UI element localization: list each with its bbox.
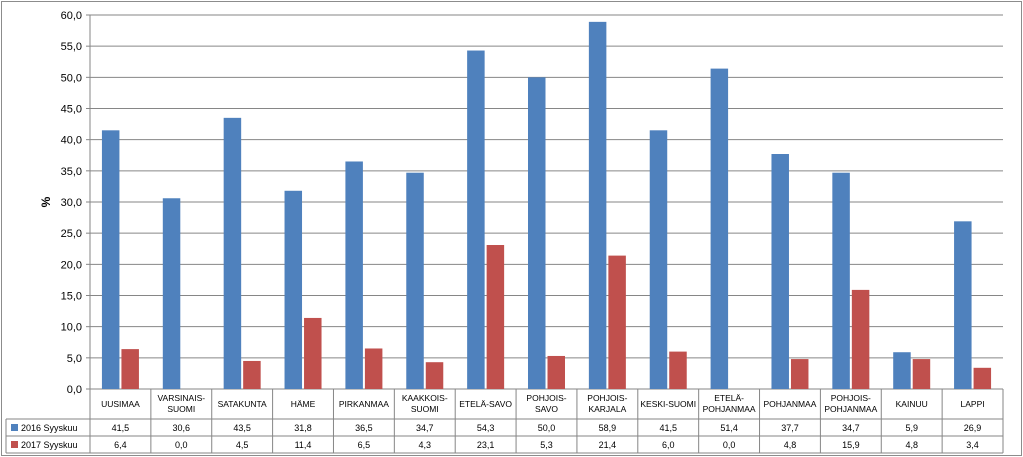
y-axis-label: %: [39, 196, 53, 207]
x-category-label: KARJALA: [588, 404, 626, 414]
x-category-label: VARSINAIS-: [158, 393, 206, 403]
x-category-label: KESKI-SUOMI: [640, 399, 696, 409]
bar-series2: [669, 351, 687, 389]
table-value-cell: 58,9: [599, 423, 617, 433]
y-tick-label: 45,0: [61, 104, 82, 116]
table-value-cell: 3,4: [966, 440, 979, 450]
x-category-label: POHJOIS-: [831, 393, 871, 403]
y-tick-label: 60,0: [61, 10, 82, 22]
bar-series1: [162, 198, 181, 389]
y-tick-label: 20,0: [61, 259, 82, 271]
x-category-label: SAVO: [535, 404, 558, 414]
x-category-label: SUOMI: [411, 404, 439, 414]
bar-series1: [345, 161, 363, 389]
bar-series2: [973, 367, 992, 389]
legend-label: 2017 Syyskuu: [21, 440, 78, 450]
bar-series1: [406, 172, 424, 389]
bar-series2: [547, 355, 565, 389]
table-value-cell: 43,5: [233, 423, 251, 433]
table-value-cell: 21,4: [599, 440, 617, 450]
bar-series2: [121, 349, 139, 389]
legend-label: 2016 Syyskuu: [21, 423, 78, 433]
bar-series1: [101, 130, 120, 390]
table-value-cell: 4,8: [905, 440, 918, 450]
table-value-cell: 6,5: [358, 440, 371, 450]
bar-series2: [364, 348, 383, 389]
x-category-label: ETELÄ-SAVO: [459, 399, 512, 409]
table-value-cell: 30,6: [173, 423, 191, 433]
table-value-cell: 0,0: [723, 440, 736, 450]
bar-series2: [243, 360, 261, 389]
table-value-cell: 6,0: [662, 440, 675, 450]
table-value-cell: 31,8: [294, 423, 312, 433]
x-category-label: POHJOIS-: [526, 393, 566, 403]
bar-series1: [467, 50, 485, 389]
bar-series1: [649, 130, 668, 390]
table-value-cell: 5,9: [905, 423, 918, 433]
y-tick-label: 0,0: [67, 384, 82, 396]
legend-key-series1: [11, 424, 18, 431]
table-value-cell: 34,7: [842, 423, 860, 433]
bar-series1: [771, 154, 789, 389]
x-category-label: POHJOIS-: [587, 393, 627, 403]
bar-series1: [588, 21, 607, 390]
x-category-label: LAPPI: [961, 399, 985, 409]
x-category-label: POHJANMAA: [703, 404, 756, 414]
bar-series1: [528, 77, 546, 389]
y-tick-label: 5,0: [67, 353, 82, 365]
x-category-label: HÄME: [291, 399, 316, 409]
table-value-cell: 15,9: [842, 440, 860, 450]
bar-series1: [223, 117, 242, 389]
table-value-cell: 36,5: [355, 423, 373, 433]
table-value-cell: 11,4: [295, 440, 312, 450]
bar-series2: [912, 359, 931, 389]
bar-series2: [790, 359, 809, 389]
table-value-cell: 4,3: [419, 440, 432, 450]
x-category-label: POHJANMAA: [824, 404, 877, 414]
table-value-cell: 23,1: [477, 440, 495, 450]
bar-series1: [710, 68, 729, 390]
y-tick-label: 50,0: [61, 72, 82, 84]
y-tick-label: 55,0: [61, 41, 82, 53]
x-category-label: SUOMI: [167, 404, 195, 414]
x-category-label: SATAKUNTA: [218, 399, 267, 409]
bar-series2: [851, 289, 870, 389]
x-category-label: KAAKKOIS-: [402, 393, 448, 403]
x-category-label: ETELÄ-: [714, 393, 744, 403]
bar-series1: [284, 190, 303, 389]
table-value-cell: 4,5: [236, 440, 249, 450]
table-value-cell: 5,3: [540, 440, 553, 450]
y-tick-label: 40,0: [61, 135, 82, 147]
table-value-cell: 50,0: [538, 423, 556, 433]
table-value-cell: 54,3: [477, 423, 495, 433]
bar-series1: [893, 352, 911, 389]
legend-key-series2: [11, 441, 18, 448]
x-category-label: UUSIMAA: [101, 399, 140, 409]
bar-series1: [954, 221, 972, 389]
y-tick-label: 30,0: [61, 197, 82, 209]
y-tick-label: 25,0: [61, 228, 82, 240]
x-category-label: POHJANMAA: [764, 399, 817, 409]
x-category-label: KAINUU: [896, 399, 928, 409]
table-value-cell: 0,0: [175, 440, 188, 450]
table-value-cell: 34,7: [416, 423, 434, 433]
y-tick-label: 35,0: [61, 166, 82, 178]
table-value-cell: 41,5: [659, 423, 677, 433]
table-value-cell: 37,7: [781, 423, 799, 433]
table-value-cell: 41,5: [112, 423, 130, 433]
bar-series2: [425, 362, 444, 389]
x-category-label: PIRKANMAA: [339, 399, 389, 409]
table-value-cell: 26,9: [964, 423, 982, 433]
bar-series2: [486, 245, 505, 389]
bar-series2: [608, 255, 626, 389]
table-value-cell: 4,8: [784, 440, 797, 450]
bar-series2: [304, 317, 322, 389]
table-value-cell: 6,4: [114, 440, 127, 450]
y-tick-label: 10,0: [61, 322, 82, 334]
bar-series1: [832, 172, 850, 389]
table-value-cell: 51,4: [720, 423, 738, 433]
y-tick-label: 15,0: [61, 291, 82, 303]
